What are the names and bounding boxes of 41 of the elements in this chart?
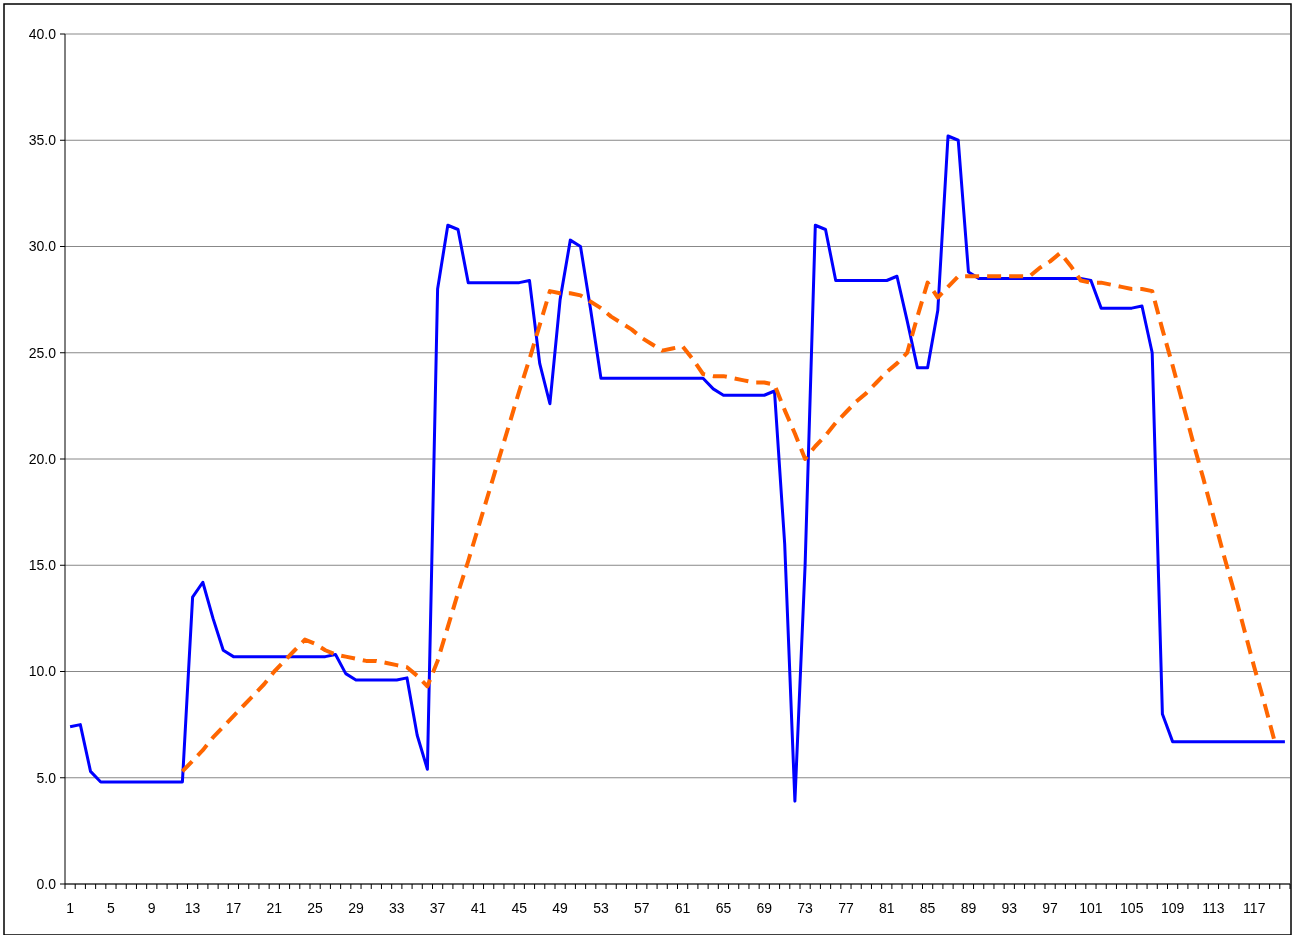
x-tick-label: 113 [1202, 900, 1225, 916]
x-tick-label: 13 [184, 900, 201, 916]
x-tick-label: 97 [1042, 900, 1059, 916]
x-tick-label: 25 [307, 900, 324, 916]
y-tick-label: 15.0 [28, 557, 57, 574]
y-tick-label: 0.0 [36, 875, 57, 892]
y-tick-label: 10.0 [28, 663, 57, 680]
x-tick-label: 85 [919, 900, 936, 916]
x-tick-label: 73 [797, 900, 814, 916]
y-tick-label: 25.0 [28, 344, 57, 361]
line-series [180, 250, 1277, 774]
x-tick-label: 37 [429, 900, 446, 916]
x-tick-label: 1 [66, 900, 75, 916]
x-tick-label: 29 [348, 900, 364, 916]
x-tick-label: 45 [511, 900, 528, 916]
x-tick-label: 33 [388, 900, 405, 916]
line-series [68, 134, 1287, 803]
x-tick-label: 77 [838, 900, 854, 916]
y-tick-label: 35.0 [28, 132, 57, 149]
x-tick-label: 61 [674, 900, 691, 916]
x-tick-label: 41 [470, 900, 487, 916]
x-tick-label: 57 [633, 900, 650, 916]
x-tick-label: 101 [1079, 900, 1103, 916]
x-tick-label: 93 [1001, 900, 1018, 916]
x-tick-label: 89 [960, 900, 977, 916]
x-tick-label: 17 [225, 900, 242, 916]
x-tick-label: 49 [552, 900, 569, 916]
y-tick-label: 30.0 [28, 238, 57, 255]
x-tick-label: 69 [756, 900, 773, 916]
y-tick-label: 20.0 [28, 450, 57, 467]
y-tick-label: 5.0 [36, 769, 57, 786]
x-tick-label: 53 [593, 900, 609, 916]
x-tick-label: 65 [715, 900, 732, 916]
x-tick-label: 117 [1243, 900, 1266, 916]
y-tick-label: 40.0 [28, 25, 57, 42]
x-tick-label: 81 [878, 900, 895, 916]
x-tick-label: 21 [266, 900, 283, 916]
x-tick-label: 9 [147, 900, 156, 916]
x-tick-label: 109 [1160, 900, 1185, 916]
x-tick-label: 5 [107, 900, 116, 916]
x-tick-label: 105 [1120, 900, 1144, 916]
